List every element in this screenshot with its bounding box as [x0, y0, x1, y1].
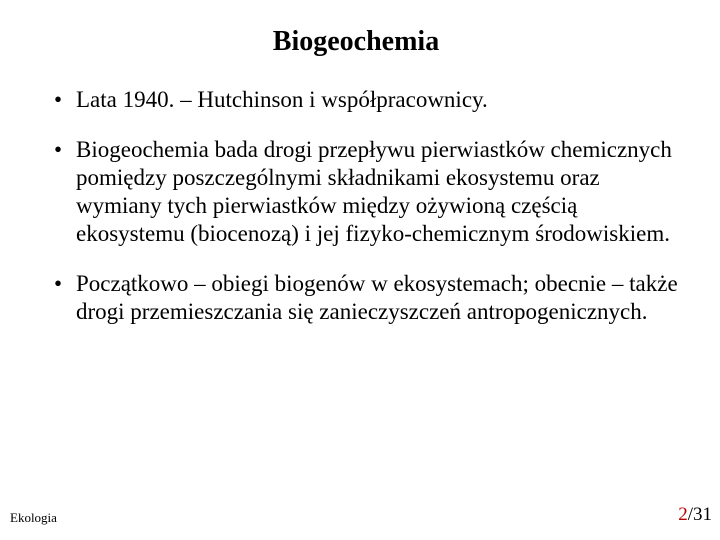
page-current: 2 [678, 504, 688, 525]
page-number: 2/31 [678, 504, 712, 526]
bullet-list: Lata 1940. – Hutchinson i współpracownic… [28, 86, 684, 326]
list-item: Lata 1940. – Hutchinson i współpracownic… [54, 86, 684, 114]
list-item: Biogeochemia bada drogi przepływu pierwi… [54, 136, 684, 248]
footer-left-label: Ekologia [10, 510, 57, 526]
page-total: 31 [693, 504, 712, 525]
slide-title: Biogeochemia [28, 26, 684, 58]
slide: Biogeochemia Lata 1940. – Hutchinson i w… [0, 0, 720, 540]
list-item: Początkowo – obiegi biogenów w ekosystem… [54, 270, 684, 326]
